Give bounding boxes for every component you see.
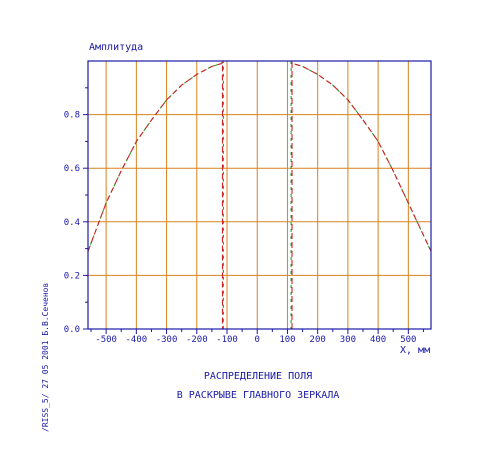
chart-title-line-1: РАСПРЕДЕЛЕНИЕ ПОЛЯ xyxy=(204,371,312,382)
chart-title-line-2: В РАСКРЫВЕ ГЛАВНОГО ЗЕРКАЛА xyxy=(177,390,340,401)
x-axis-label: X, мм xyxy=(400,345,430,356)
tick-labels: -500 -400 -300 -200 -100 0 100 200 300 400 500 0.0 0… xyxy=(64,111,417,345)
y-tick-label: 0.8 xyxy=(64,111,80,121)
x-tick-label: 200 xyxy=(310,335,326,345)
plot-frame xyxy=(87,60,432,330)
x-tick-label: -100 xyxy=(216,335,238,345)
y-tick-label: 0.4 xyxy=(64,218,80,228)
x-tick-label: 100 xyxy=(279,335,295,345)
y-tick-label: 0.2 xyxy=(64,271,80,281)
y-axis-label: Амплитуда xyxy=(89,42,143,53)
axes xyxy=(83,60,432,334)
x-tick-label: -400 xyxy=(126,335,148,345)
x-tick-label: 400 xyxy=(370,335,386,345)
y-tick-label: 0.0 xyxy=(64,325,80,335)
x-tick-label: 500 xyxy=(400,335,416,345)
grid xyxy=(88,61,431,329)
x-tick-label: 0 xyxy=(255,335,260,345)
x-tick-label: -200 xyxy=(186,335,208,345)
side-note: /RISS_5/ 27 05 2001 Б.В.Сеченов xyxy=(41,283,50,432)
y-tick-label: 0.6 xyxy=(64,164,80,174)
x-tick-label: -300 xyxy=(156,335,178,345)
x-tick-label: 300 xyxy=(340,335,356,345)
x-tick-label: -500 xyxy=(95,335,117,345)
